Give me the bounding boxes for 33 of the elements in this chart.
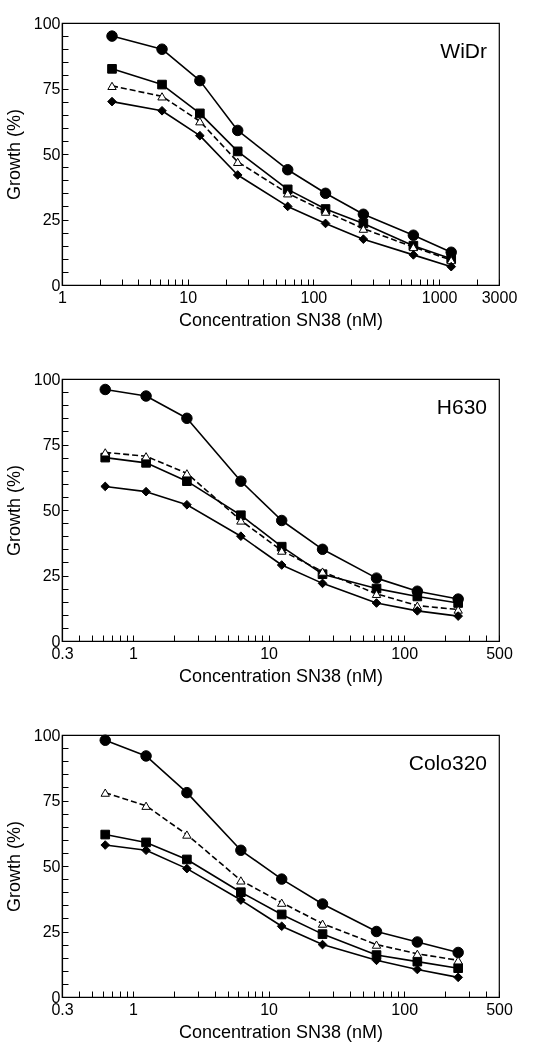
y-tick-label: 50 <box>42 857 61 875</box>
x-tick-label: 1 <box>128 644 138 662</box>
x-tick-label: 100 <box>300 288 328 306</box>
y-tick-label: 75 <box>42 792 61 809</box>
y-tick-label: 50 <box>42 145 61 163</box>
y-tick-label: 75 <box>42 436 61 453</box>
y-axis-title: Growth (%) <box>3 464 24 557</box>
x-axis-title: Concentration SN38 (nM) <box>178 1021 384 1042</box>
x-tick-label: 100 <box>391 1000 419 1018</box>
x-tick-label: 1 <box>128 1000 138 1018</box>
y-axis-title: Growth (%) <box>3 108 24 201</box>
x-tick-label: 3000 <box>481 288 518 306</box>
y-tick-label: 25 <box>42 567 61 584</box>
x-tick-label: 1000 <box>421 288 458 306</box>
x-tick-label: 500 <box>486 1000 513 1018</box>
x-tick-label: 500 <box>486 644 513 662</box>
x-axis-title: Concentration SN38 (nM) <box>178 309 384 330</box>
x-tick-label: 10 <box>260 644 279 662</box>
x-axis-title: Concentration SN38 (nM) <box>178 665 384 686</box>
y-axis-title: Growth (%) <box>3 820 24 913</box>
annotation: H630 <box>436 395 487 418</box>
y-tick-label: 25 <box>42 923 61 940</box>
y-tick-label: 75 <box>42 80 61 97</box>
x-tick-label: 100 <box>391 644 419 662</box>
annotation: WiDr <box>440 39 487 62</box>
y-tick-label: 100 <box>33 726 61 744</box>
y-tick-label: 25 <box>42 211 61 228</box>
y-tick-label: 50 <box>42 501 61 519</box>
annotation: Colo320 <box>408 751 487 774</box>
x-tick-label: 10 <box>179 288 198 306</box>
y-tick-label: 100 <box>33 370 61 388</box>
y-tick-label: 100 <box>33 14 61 32</box>
x-tick-label: 10 <box>260 1000 279 1018</box>
